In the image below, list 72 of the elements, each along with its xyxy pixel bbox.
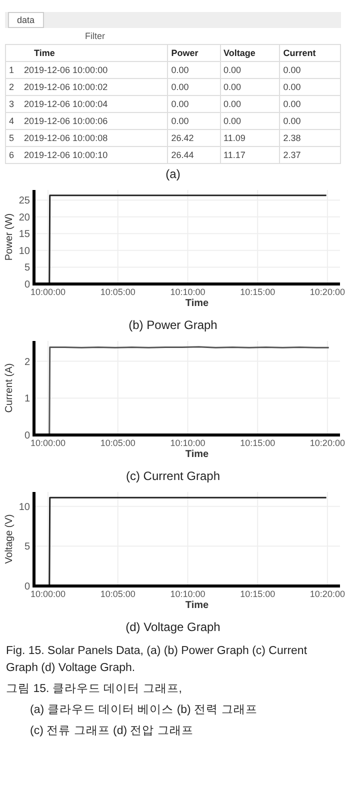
text: 0.00 [283,116,301,126]
x-tick-label: 10:15:00 [240,438,276,448]
y-tick-label: 15 [18,229,30,240]
x-tick-label: 10:10:00 [170,287,206,297]
y-tick-label: 10 [18,246,30,257]
text: 26.42 [171,133,194,143]
text: 11.09 [224,133,246,143]
x-tick-label: 10:10:00 [170,438,206,448]
text: 0.00 [171,82,189,92]
text: 4 2019-12-06 10:00:06 [9,116,108,126]
category-label: Power [168,44,220,62]
text: 2 2019-12-06 10:00:02 [9,82,108,92]
category-label: Time [6,44,168,62]
y-axis-title: Voltage (V) [4,514,15,564]
text: 0.00 [283,99,301,109]
text: 1 2019-12-06 10:00:00 [9,65,108,75]
text: (c) Current Graph [124,468,222,485]
text: 0.00 [224,65,242,75]
text: (a) 클라우드 데이터 베이스 (b) 전력 그래프 [29,703,258,718]
x-tick-label: 10:05:00 [100,589,136,599]
y-tick-label: 0 [24,582,30,592]
x-tick-label: 10:20:00 [310,287,345,297]
x-tick-label: 10:20:00 [310,438,345,448]
text: 2.37 [283,150,301,160]
y-axis-title: Power (W) [4,213,15,261]
text: (d) Voltage Graph [124,619,222,636]
text: (c) 전류 그래프 (d) 전압 그래프 [29,724,194,739]
y-tick-label: 10 [18,502,30,513]
text: 0.00 [283,65,301,75]
x-tick-label: 10:00:00 [30,438,66,448]
text: 0.00 [224,116,242,126]
text: 11.17 [224,150,246,160]
y-axis-title: Current (A) [4,363,15,413]
text: 0.00 [224,99,242,109]
x-axis-title: Time [185,298,210,309]
x-tick-label: 10:05:00 [100,438,136,448]
y-tick-label: 2 [24,356,30,368]
text: 0.00 [171,65,189,75]
text: 0.00 [171,99,189,109]
x-tick-label: 10:05:00 [100,287,136,297]
x-tick-label: 10:00:00 [30,589,66,599]
text: Filter [84,30,106,43]
y-tick-label: 0 [24,430,30,442]
line-series [47,346,330,436]
caption: Fig. 15. Solar Panels Data, (a) (b) Power Graph (c) Current Graph (d) Voltage Graph. [5,644,308,676]
text: 0.00 [171,116,189,126]
x-axis-title: Time [185,449,210,460]
x-tick-label: 10:15:00 [240,589,276,599]
text: (a) [164,166,182,183]
text: 0.00 [224,82,242,92]
text: 0.00 [283,82,301,92]
y-tick-label: 5 [24,542,30,553]
y-tick-label: 25 [18,196,30,207]
x-tick-label: 10:00:00 [30,287,66,297]
x-tick-label: 10:10:00 [170,589,206,599]
text: 5 2019-12-06 10:00:08 [9,133,108,143]
caption: 그림 15. 클라우드 데이터 그래프, [5,682,183,697]
x-tick-label: 10:15:00 [240,287,276,297]
y-tick-label: 1 [24,394,30,405]
text: 3 2019-12-06 10:00:04 [9,99,108,109]
text: 6 2019-12-06 10:00:10 [9,150,108,160]
category-label: Voltage [220,44,280,62]
x-axis-title: Time [185,600,210,611]
text: 26.44 [171,150,194,160]
text: (b) Power Graph [128,317,218,334]
y-tick-label: 5 [24,262,30,274]
text: data [8,12,44,28]
y-tick-label: 20 [18,212,30,224]
y-tick-label: 0 [24,280,30,290]
text: 2.38 [283,133,301,143]
category-label: Current [280,44,340,62]
x-tick-label: 10:20:00 [310,589,345,599]
